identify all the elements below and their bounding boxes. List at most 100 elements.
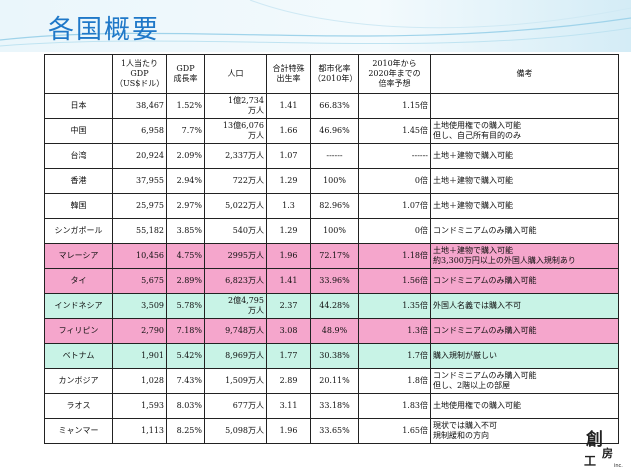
gdp-per-capita-cell: 20,924 xyxy=(112,143,167,169)
growth-multiplier-cell: 1.35倍 xyxy=(358,293,431,319)
fertility-rate-cell: 1.3 xyxy=(266,193,311,219)
country-cell: 中国 xyxy=(44,118,113,144)
urbanization-cell: 100% xyxy=(310,218,359,244)
remarks-cell: 外国人名義では購入不可 xyxy=(430,293,619,319)
table-row: 台湾 20,924 2.09% 2,337万人 1.07 ------ ------ 土地＋建… xyxy=(44,143,619,169)
table-row: ベトナム 1,901 5.42% 8,969万人 1.77 30.38% 1.7倍 購入規制が… xyxy=(44,343,619,369)
table-row: フィリピン 2,790 7.18% 9,748万人 3.08 48.9% 1.3倍 コンドミニ… xyxy=(44,318,619,344)
urbanization-cell: 33.18% xyxy=(310,393,359,419)
remarks-cell: 土地＋建物で購入可能 xyxy=(430,143,619,169)
remarks-cell: 土地＋建物で購入可能 約3,300万円以上の外国人購入規制あり xyxy=(430,243,619,269)
growth-multiplier-cell: 1.18倍 xyxy=(358,243,431,269)
growth-multiplier-cell: 1.45倍 xyxy=(358,118,431,144)
slide-title: 各国概要 xyxy=(48,15,161,45)
company-logo: 創 房 工 inc. xyxy=(584,429,623,469)
gdp-per-capita-cell: 55,182 xyxy=(112,218,167,244)
country-cell: カンボジア xyxy=(44,368,113,394)
remarks-cell: コンドミニアムのみ購入可能 xyxy=(430,218,619,244)
gdp-per-capita-cell: 10,456 xyxy=(112,243,167,269)
gdp-per-capita-cell: 6,958 xyxy=(112,118,167,144)
fertility-rate-cell: 1.96 xyxy=(266,243,311,269)
gdp-growth-cell: 7.18% xyxy=(166,318,205,344)
country-cell: マレーシア xyxy=(44,243,113,269)
population-cell: 677万人 xyxy=(204,393,267,419)
gdp-per-capita-cell: 1,593 xyxy=(112,393,167,419)
country-cell: 韓国 xyxy=(44,193,113,219)
urbanization-cell: 30.38% xyxy=(310,343,359,369)
country-cell: ベトナム xyxy=(44,343,113,369)
fertility-rate-cell: 1.07 xyxy=(266,143,311,169)
table-row: シンガポール 55,182 3.85% 540万人 1.29 100% 0倍 コンドミニアムの… xyxy=(44,218,619,244)
svg-text:工: 工 xyxy=(584,454,596,468)
urbanization-cell: 66.83% xyxy=(310,93,359,119)
gdp-per-capita-cell: 1,113 xyxy=(112,418,167,444)
svg-text:房: 房 xyxy=(602,446,613,460)
table-header-row: 1人当たり GDP （US$ドル） GDP 成長率 人口 合計特殊 出生率 都市化率 （2010年… xyxy=(44,54,619,94)
table-row: 韓国 25,975 2.97% 5,022万人 1.3 82.96% 1.07倍 土地＋建物で… xyxy=(44,193,619,219)
country-cell: 台湾 xyxy=(44,143,113,169)
growth-multiplier-cell: ------ xyxy=(358,143,431,169)
fertility-rate-cell: 1.96 xyxy=(266,418,311,444)
fertility-rate-cell: 1.29 xyxy=(266,218,311,244)
gdp-per-capita-cell: 5,675 xyxy=(112,268,167,294)
country-cell: 香港 xyxy=(44,168,113,194)
column-header: 都市化率 （2010年） xyxy=(310,54,359,94)
country-cell: フィリピン xyxy=(44,318,113,344)
table-row: ミャンマー 1,113 8.25% 5,098万人 1.96 33.65% 1.65倍 現状で… xyxy=(44,418,619,444)
gdp-growth-cell: 2.94% xyxy=(166,168,205,194)
gdp-per-capita-cell: 25,975 xyxy=(112,193,167,219)
gdp-growth-cell: 2.09% xyxy=(166,143,205,169)
population-cell: 1,509万人 xyxy=(204,368,267,394)
growth-multiplier-cell: 1.07倍 xyxy=(358,193,431,219)
growth-multiplier-cell: 1.65倍 xyxy=(358,418,431,444)
gdp-growth-cell: 2.97% xyxy=(166,193,205,219)
gdp-growth-cell: 4.75% xyxy=(166,243,205,269)
gdp-per-capita-cell: 38,467 xyxy=(112,93,167,119)
fertility-rate-cell: 2.37 xyxy=(266,293,311,319)
growth-multiplier-cell: 1.3倍 xyxy=(358,318,431,344)
urbanization-cell: 82.96% xyxy=(310,193,359,219)
table-row: 日本 38,467 1.52% 1億2,734 万人 1.41 66.83% 1.15倍 xyxy=(44,93,619,119)
fertility-rate-cell: 1.29 xyxy=(266,168,311,194)
fertility-rate-cell: 3.11 xyxy=(266,393,311,419)
remarks-cell: 土地使用権での購入可能 xyxy=(430,393,619,419)
remarks-cell: 現状では購入不可 規制緩和の方向 xyxy=(430,418,619,444)
column-header: GDP 成長率 xyxy=(166,54,205,94)
gdp-growth-cell: 5.78% xyxy=(166,293,205,319)
growth-multiplier-cell: 0倍 xyxy=(358,168,431,194)
table-row: タイ 5,675 2.89% 6,823万人 1.41 33.96% 1.56倍 コンドミニア… xyxy=(44,268,619,294)
urbanization-cell: 20.11% xyxy=(310,368,359,394)
table-row: 中国 6,958 7.7% 13億6,076 万人 1.66 46.96% 1.45倍 土地使用… xyxy=(44,118,619,144)
fertility-rate-cell: 1.77 xyxy=(266,343,311,369)
remarks-cell: コンドミニアムのみ購入可能 xyxy=(430,318,619,344)
gdp-growth-cell: 1.52% xyxy=(166,93,205,119)
gdp-growth-cell: 2.89% xyxy=(166,268,205,294)
urbanization-cell: 46.96% xyxy=(310,118,359,144)
column-header: 1人当たり GDP （US$ドル） xyxy=(112,54,167,94)
fertility-rate-cell: 1.41 xyxy=(266,268,311,294)
svg-text:inc.: inc. xyxy=(614,463,623,469)
remarks-cell: コンドミニアムのみ購入可能 xyxy=(430,268,619,294)
table-row: インドネシア 3,509 5.78% 2億4,795 万人 2.37 44.28% 1.35倍… xyxy=(44,293,619,319)
growth-multiplier-cell: 1.56倍 xyxy=(358,268,431,294)
remarks-cell xyxy=(430,93,619,119)
gdp-growth-cell: 5.42% xyxy=(166,343,205,369)
growth-multiplier-cell: 1.8倍 xyxy=(358,368,431,394)
growth-multiplier-cell: 1.7倍 xyxy=(358,343,431,369)
country-cell: 日本 xyxy=(44,93,113,119)
column-header: 2010年から 2020年までの 倍率予想 xyxy=(358,54,431,94)
gdp-per-capita-cell: 1,028 xyxy=(112,368,167,394)
column-header: 合計特殊 出生率 xyxy=(266,54,311,94)
urbanization-cell: 33.65% xyxy=(310,418,359,444)
population-cell: 2億4,795 万人 xyxy=(204,293,267,319)
population-cell: 8,969万人 xyxy=(204,343,267,369)
fertility-rate-cell: 1.41 xyxy=(266,93,311,119)
country-cell: タイ xyxy=(44,268,113,294)
population-cell: 722万人 xyxy=(204,168,267,194)
population-cell: 540万人 xyxy=(204,218,267,244)
table-row: ラオス 1,593 8.03% 677万人 3.11 33.18% 1.83倍 土地使用権での… xyxy=(44,393,619,419)
population-cell: 5,022万人 xyxy=(204,193,267,219)
column-header xyxy=(44,54,113,94)
growth-multiplier-cell: 1.83倍 xyxy=(358,393,431,419)
